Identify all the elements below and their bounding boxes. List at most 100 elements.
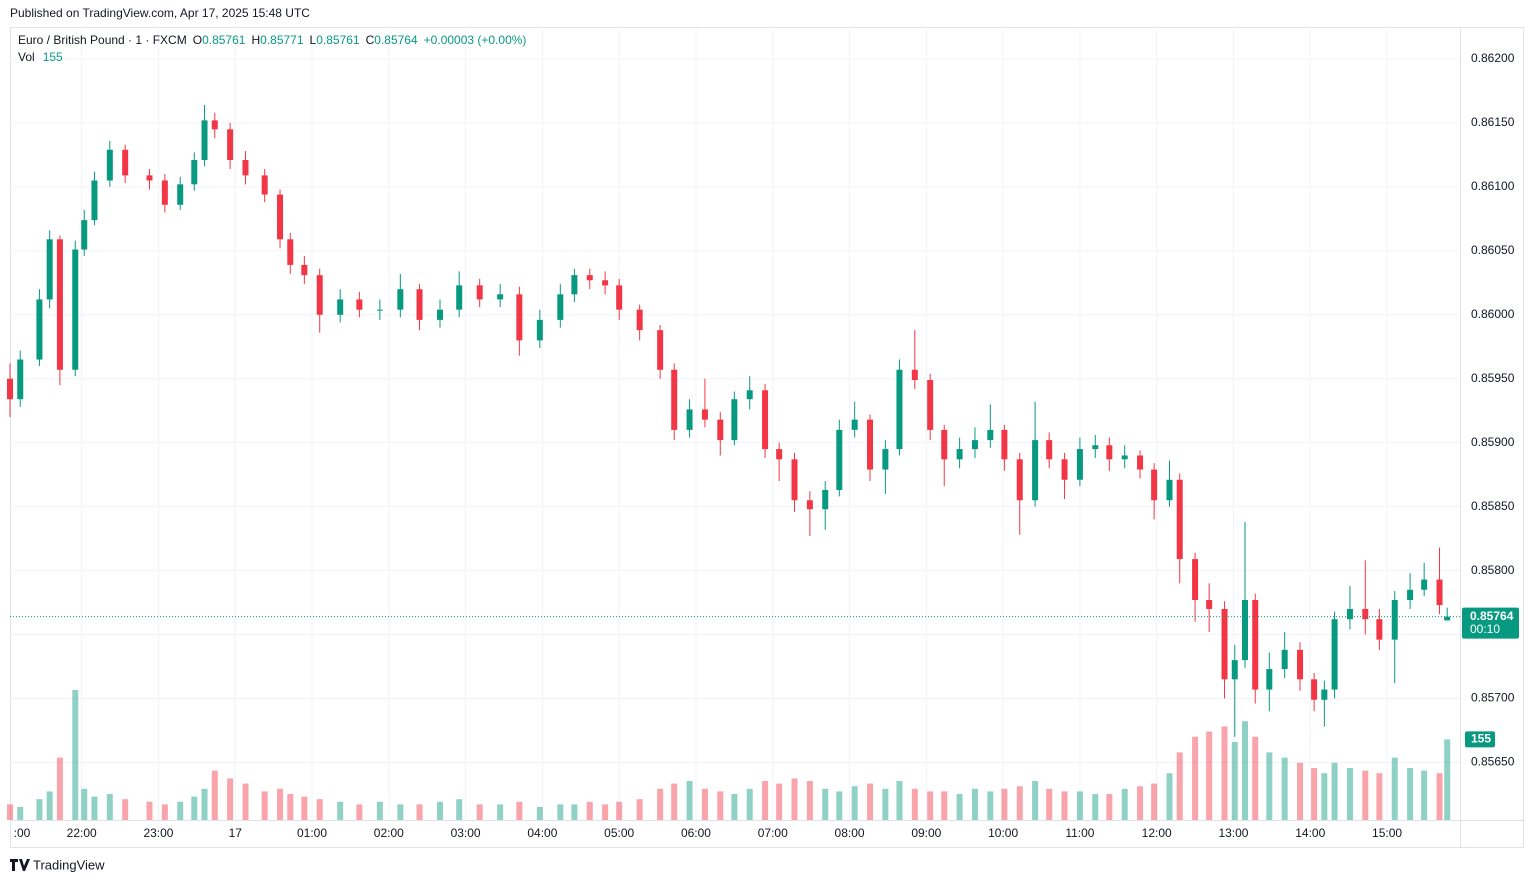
volume-bar: [7, 804, 13, 820]
candle-body: [1137, 455, 1144, 470]
candle-body: [1311, 679, 1318, 700]
volume-bar: [397, 804, 404, 820]
volume-bar: [416, 804, 423, 820]
candle-body: [397, 289, 404, 310]
volume-bar: [1106, 794, 1113, 820]
volume-bar: [72, 690, 79, 820]
volume-bar: [476, 804, 483, 820]
x-tick-label: 06:00: [681, 826, 711, 840]
volume-bar: [882, 788, 889, 820]
x-tick-label: 23:00: [143, 826, 173, 840]
volume-bar: [867, 783, 874, 820]
y-tick-label: 0.86150: [1471, 115, 1515, 129]
x-tick-label: 12:00: [1142, 826, 1172, 840]
candle-body: [927, 380, 934, 430]
volume-bar: [1252, 736, 1259, 820]
candle-body: [1391, 600, 1398, 640]
volume-bar: [851, 786, 858, 820]
countdown: 00:10: [1470, 622, 1500, 636]
candle-body: [941, 429, 948, 460]
volume-bar: [456, 799, 463, 820]
volume-bar: [536, 807, 543, 820]
volume-badge: [1465, 731, 1495, 748]
candle-body: [686, 409, 693, 430]
candle-body: [17, 359, 24, 400]
volume-bar: [571, 804, 578, 820]
candle-body: [1252, 600, 1259, 690]
candle-body: [1297, 649, 1304, 680]
candle-body: [1192, 559, 1199, 601]
volume-bar: [1121, 788, 1128, 820]
x-tick-label: 15:00: [1372, 826, 1402, 840]
candle-body: [177, 184, 184, 205]
volume-bar: [636, 799, 643, 820]
candle-body: [287, 239, 294, 265]
candle-body: [882, 449, 889, 470]
candle-body: [1444, 616, 1451, 621]
volume-bar: [762, 781, 769, 820]
volume-bar: [437, 801, 444, 820]
volume-bar: [586, 801, 593, 820]
x-tick-label: 10:00: [988, 826, 1018, 840]
candle-body: [1151, 469, 1158, 501]
x-tick-label: 03:00: [451, 826, 481, 840]
y-tick-label: 0.85900: [1471, 435, 1515, 449]
published-note: Published on TradingView.com, Apr 17, 20…: [10, 6, 310, 20]
volume-bar: [717, 791, 724, 820]
candle-body: [516, 294, 523, 341]
candle-body: [616, 285, 623, 310]
close-value: 0.85764: [374, 33, 418, 47]
candle-body: [1106, 445, 1113, 460]
y-tick-label: 0.86200: [1471, 51, 1515, 65]
volume-bar: [1061, 791, 1068, 820]
volume-bar: [1206, 731, 1213, 820]
candle-body: [536, 319, 543, 341]
candle-body: [746, 390, 753, 400]
candle-body: [1241, 600, 1248, 661]
y-tick-label: 0.85700: [1471, 691, 1515, 705]
x-tick-label: 11:00: [1065, 826, 1094, 840]
candle-body: [1121, 455, 1128, 460]
candle-body: [1166, 479, 1173, 501]
candle-body: [1407, 589, 1414, 601]
volume-bar: [1092, 794, 1099, 820]
volume-bar: [1192, 736, 1199, 820]
candle-body: [91, 180, 98, 221]
x-tick-label: 05:00: [604, 826, 634, 840]
volume-bar: [1281, 757, 1288, 820]
volume-bar: [301, 796, 308, 820]
candle-body: [791, 459, 798, 501]
volume-bar: [1391, 757, 1398, 820]
volume-bar: [776, 783, 783, 820]
volume-bar: [1016, 786, 1023, 820]
volume-bar: [56, 757, 63, 820]
candle-body: [836, 429, 843, 491]
volume-bar: [81, 788, 88, 820]
volume-bar: [987, 791, 994, 820]
volume-bar: [657, 788, 664, 820]
candle-body: [316, 275, 323, 315]
candle-body: [571, 275, 578, 295]
brand-logo: [10, 859, 30, 871]
last-price-badge: [1462, 607, 1519, 639]
volume-bar: [746, 788, 753, 820]
candle-body: [376, 309, 383, 311]
candle-body: [201, 120, 208, 161]
candle-body: [416, 289, 423, 320]
volume-bar: [1137, 786, 1144, 820]
x-tick-label: 02:00: [374, 826, 404, 840]
candle-body: [122, 149, 129, 176]
volume-bar: [686, 781, 693, 820]
volume-bar: [836, 791, 843, 820]
low-label: L: [310, 33, 317, 47]
open-label: O: [193, 33, 202, 47]
candle-body: [956, 449, 963, 460]
candle-body: [456, 285, 463, 310]
candle-body: [437, 309, 444, 320]
candle-body: [227, 129, 234, 161]
candle-body: [72, 249, 79, 370]
volume-bar: [1444, 739, 1451, 820]
volume-bar: [211, 770, 218, 820]
volume-bar: [91, 796, 98, 820]
